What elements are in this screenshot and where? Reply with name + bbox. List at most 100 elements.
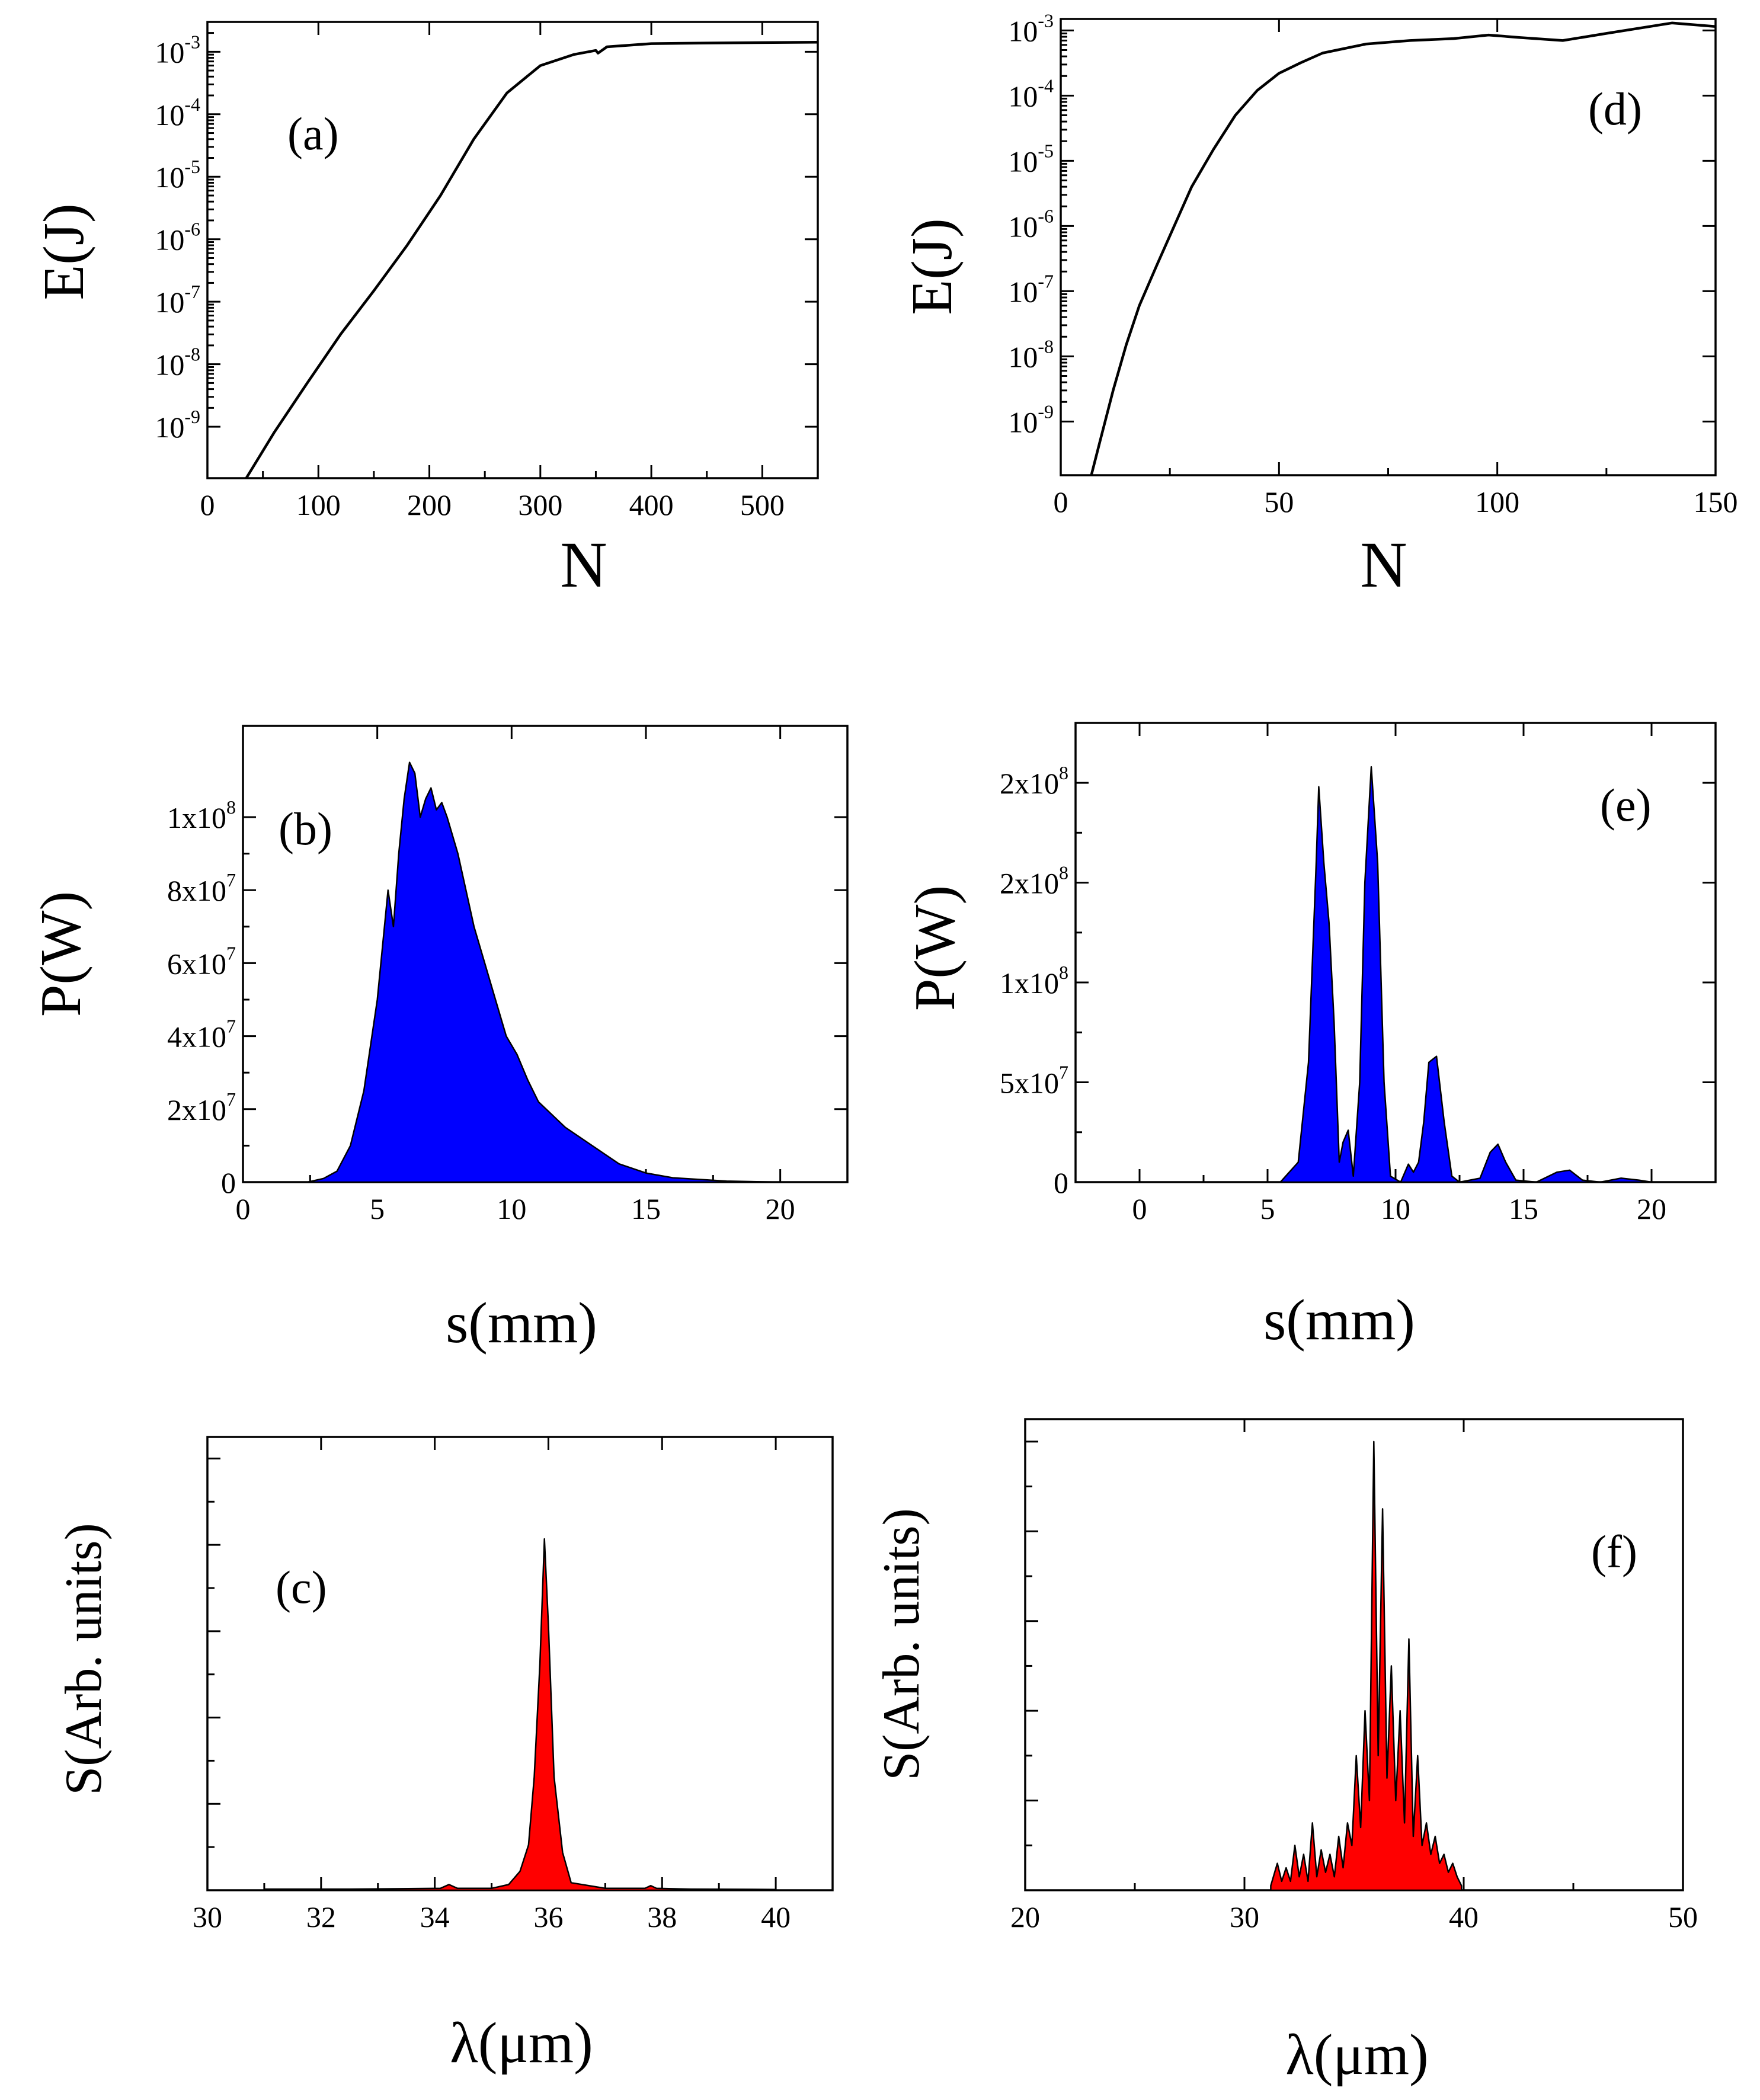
plot-frame bbox=[206, 21, 819, 479]
x-tick-label: 150 bbox=[1694, 485, 1738, 518]
y-tick-base: 2x10 bbox=[1000, 867, 1059, 900]
y-tick-label: 10-3 bbox=[1008, 9, 1054, 47]
x-tick-labels: 0 5 10 15 20 bbox=[236, 1192, 795, 1225]
x-tick-label: 0 bbox=[1132, 1192, 1147, 1225]
x-tick-label: 10 bbox=[497, 1192, 526, 1225]
x-tick-label: 34 bbox=[420, 1900, 450, 1933]
y-tick-exp: -6 bbox=[184, 219, 200, 240]
y-tick-base: 10 bbox=[155, 223, 184, 257]
y-tick-exp: 8 bbox=[1059, 962, 1068, 983]
y-tick-label: 2x108 bbox=[1000, 862, 1068, 900]
panel-label-b: (b) bbox=[279, 803, 332, 854]
y-tick-labels: 10-910-810-710-610-510-410-3 bbox=[155, 31, 200, 444]
x-tick-label: 500 bbox=[740, 488, 785, 521]
spectrum-f bbox=[1270, 1440, 1463, 1891]
x-tick-label: 30 bbox=[1230, 1900, 1259, 1933]
y-tick-base: 2x10 bbox=[1000, 767, 1059, 800]
panel-label-d: (d) bbox=[1588, 83, 1642, 135]
x-tick-label: 0 bbox=[200, 488, 215, 521]
x-tick-label: 20 bbox=[1637, 1192, 1666, 1225]
y-tick-base: 4x10 bbox=[167, 1020, 226, 1054]
y-axis-title-f: S(Arb. units) bbox=[873, 1508, 930, 1781]
y-axis-title-a: E(J) bbox=[32, 203, 96, 300]
x-tick-label: 100 bbox=[1475, 485, 1519, 518]
x-tick-label: 5 bbox=[1260, 1192, 1275, 1225]
y-tick-label: 6x107 bbox=[167, 942, 236, 980]
y-tick-label: 1x108 bbox=[1000, 962, 1068, 1000]
x-tick-label: 300 bbox=[518, 488, 562, 521]
x-tick-label: 5 bbox=[370, 1192, 385, 1225]
x-tick-label: 30 bbox=[193, 1900, 222, 1933]
y-tick-base: 10 bbox=[1008, 210, 1038, 243]
y-tick-exp: -4 bbox=[1038, 75, 1054, 96]
y-tick-label: 10-7 bbox=[155, 281, 200, 319]
x-tick-label: 40 bbox=[761, 1900, 791, 1933]
x-tick-label: 400 bbox=[629, 488, 674, 521]
y-tick-base: 10 bbox=[1008, 340, 1038, 373]
y-tick-base: 1x10 bbox=[1000, 966, 1059, 1000]
x-axis-title-e: s(mm) bbox=[1263, 1288, 1415, 1352]
y-axis-title-d: E(J) bbox=[900, 218, 964, 315]
y-tick-base: 0 bbox=[221, 1166, 236, 1199]
x-tick-label: 100 bbox=[296, 488, 341, 521]
y-tick-base: 5x10 bbox=[1000, 1067, 1059, 1100]
energy-curve-a bbox=[245, 41, 818, 479]
y-tick-base: 10 bbox=[155, 286, 184, 319]
y-tick-exp: -3 bbox=[184, 31, 200, 52]
x-tick-label: 200 bbox=[407, 488, 452, 521]
y-tick-base: 10 bbox=[1008, 145, 1038, 178]
x-tick-label: 36 bbox=[533, 1900, 563, 1933]
x-tick-label: 50 bbox=[1668, 1900, 1698, 1933]
panel-label-e: (e) bbox=[1600, 779, 1652, 831]
x-axis-title-b: s(mm) bbox=[446, 1291, 597, 1355]
y-tick-label: 10-4 bbox=[1008, 75, 1054, 113]
y-tick-exp: 8 bbox=[226, 796, 236, 818]
y-tick-exp: 8 bbox=[1059, 862, 1068, 883]
x-tick-label: 0 bbox=[1054, 485, 1068, 518]
y-tick-exp: 7 bbox=[226, 1089, 236, 1110]
y-tick-exp: -7 bbox=[184, 281, 200, 302]
y-tick-exp: -9 bbox=[1038, 401, 1054, 422]
y-tick-base: 0 bbox=[1054, 1166, 1068, 1199]
y-tick-exp: -4 bbox=[184, 94, 200, 115]
y-tick-base: 2x10 bbox=[167, 1093, 226, 1126]
tick-marks bbox=[1060, 19, 1717, 475]
y-tick-exp: 7 bbox=[226, 869, 236, 891]
y-tick-label: 2x108 bbox=[1000, 762, 1068, 800]
panel-f: 20 30 40 50 (f) λ(μm) S(Arb. units) bbox=[873, 1418, 1698, 2087]
y-axis-title-b: P(W) bbox=[29, 891, 93, 1017]
energy-curve-d bbox=[1090, 21, 1716, 476]
x-axis-title-c: λ(μm) bbox=[450, 2011, 593, 2075]
y-tick-base: 10 bbox=[1008, 14, 1038, 47]
x-tick-labels: 0 100 200 300 400 500 bbox=[200, 488, 785, 521]
x-tick-labels: 20 30 40 50 bbox=[1010, 1900, 1698, 1933]
x-tick-labels: 0 50 100 150 bbox=[1054, 485, 1738, 518]
y-tick-base: 1x10 bbox=[167, 801, 226, 834]
plot-frame bbox=[206, 1436, 834, 1891]
y-tick-label: 4x107 bbox=[167, 1016, 236, 1054]
y-tick-base: 10 bbox=[155, 36, 184, 69]
panel-d: 0 50 100 150 10-910-810-710-610-510-410-3 (… bbox=[900, 9, 1738, 601]
y-tick-exp: -5 bbox=[184, 156, 200, 177]
y-tick-base: 10 bbox=[1008, 405, 1038, 438]
y-tick-label: 10-6 bbox=[1008, 205, 1054, 243]
y-tick-base: 10 bbox=[1008, 79, 1038, 113]
x-tick-label: 20 bbox=[1010, 1900, 1040, 1933]
panel-label-f: (f) bbox=[1591, 1526, 1637, 1577]
y-tick-label: 10-9 bbox=[1008, 401, 1054, 438]
power-profile-b bbox=[306, 761, 781, 1183]
x-axis-title-a: N bbox=[560, 529, 607, 601]
panel-label-c: (c) bbox=[276, 1561, 327, 1613]
x-tick-labels: 30 32 34 36 38 40 bbox=[193, 1900, 791, 1933]
spectrum-c bbox=[263, 1538, 777, 1891]
x-tick-label: 0 bbox=[236, 1192, 251, 1225]
y-tick-base: 6x10 bbox=[167, 947, 226, 980]
x-axis-title-f: λ(μm) bbox=[1285, 2023, 1429, 2087]
power-profile-e bbox=[1279, 766, 1653, 1183]
x-tick-label: 20 bbox=[766, 1192, 795, 1225]
y-tick-label: 10-4 bbox=[155, 94, 200, 132]
